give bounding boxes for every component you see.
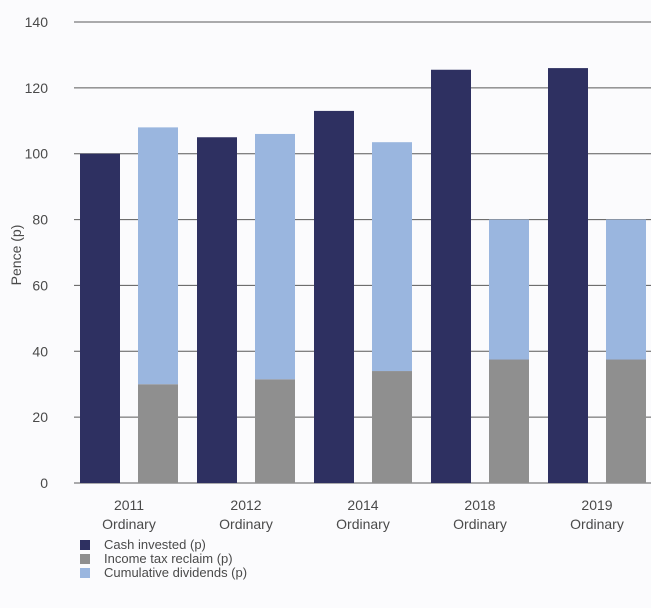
legend-swatch-dividends — [80, 568, 90, 578]
bar-cumulative-dividends-2012 — [255, 133, 295, 380]
legend-swatch-tax — [80, 554, 90, 564]
bar-income-tax-reclaim-2012 — [255, 379, 295, 483]
legend-label-dividends: Cumulative dividends (p) — [104, 565, 248, 580]
y-tick-label-40: 40 — [32, 343, 48, 359]
bar-cash-invested-2011 — [80, 153, 120, 483]
y-tick-label-140: 140 — [25, 14, 49, 30]
y-tick-label-120: 120 — [25, 80, 49, 96]
legend: Cash invested (p) Income tax reclaim (p)… — [80, 538, 247, 580]
bar-income-tax-reclaim-2019 — [606, 359, 646, 483]
bar-cash-invested-2019 — [548, 68, 588, 483]
bar-cumulative-dividends-2011 — [138, 127, 178, 385]
legend-label-tax: Income tax reclaim (p) — [104, 551, 233, 566]
x-category-label-2011-line2: Ordinary — [102, 516, 156, 532]
bar-income-tax-reclaim-2018 — [489, 359, 529, 483]
bar-income-tax-reclaim-2014 — [372, 371, 412, 483]
y-tick-label-80: 80 — [32, 212, 48, 228]
x-category-label-2011-line1: 2011 — [114, 497, 144, 513]
x-category-label-2018-line1: 2018 — [464, 497, 495, 513]
legend-item-cash: Cash invested (p) — [80, 538, 247, 552]
bars — [80, 68, 646, 484]
bar-cumulative-dividends-2018 — [489, 219, 529, 360]
x-category-label-2014-line2: Ordinary — [336, 516, 390, 532]
legend-item-dividends: Cumulative dividends (p) — [80, 566, 247, 580]
x-category-label-2012-line1: 2012 — [230, 497, 261, 513]
y-tick-label-20: 20 — [32, 409, 48, 425]
x-category-label-2019-line1: 2019 — [581, 497, 612, 513]
x-category-label-2012-line2: Ordinary — [219, 516, 273, 532]
x-category-label-2018-line2: Ordinary — [453, 516, 507, 532]
legend-item-tax: Income tax reclaim (p) — [80, 552, 247, 566]
y-tick-label-0: 0 — [40, 475, 48, 491]
y-axis-title: Pence (p) — [8, 225, 24, 286]
y-axis-ticks: 0 20 40 60 80 100 120 140 — [25, 14, 49, 491]
legend-label-cash: Cash invested (p) — [104, 537, 206, 552]
bar-cash-invested-2018 — [431, 69, 471, 483]
legend-swatch-cash — [80, 540, 90, 550]
bar-cumulative-dividends-2019 — [606, 219, 646, 360]
bar-cash-invested-2014 — [314, 110, 354, 484]
y-tick-label-100: 100 — [25, 146, 49, 162]
x-axis-labels: 2011 Ordinary 2012 Ordinary 2014 Ordinary 2018… — [102, 497, 624, 532]
x-category-label-2019-line2: Ordinary — [570, 516, 624, 532]
x-category-label-2014-line1: 2014 — [347, 497, 378, 513]
bar-income-tax-reclaim-2011 — [138, 384, 178, 483]
bar-cash-invested-2012 — [197, 137, 237, 483]
bar-cumulative-dividends-2014 — [372, 142, 412, 372]
y-tick-label-60: 60 — [32, 277, 48, 293]
